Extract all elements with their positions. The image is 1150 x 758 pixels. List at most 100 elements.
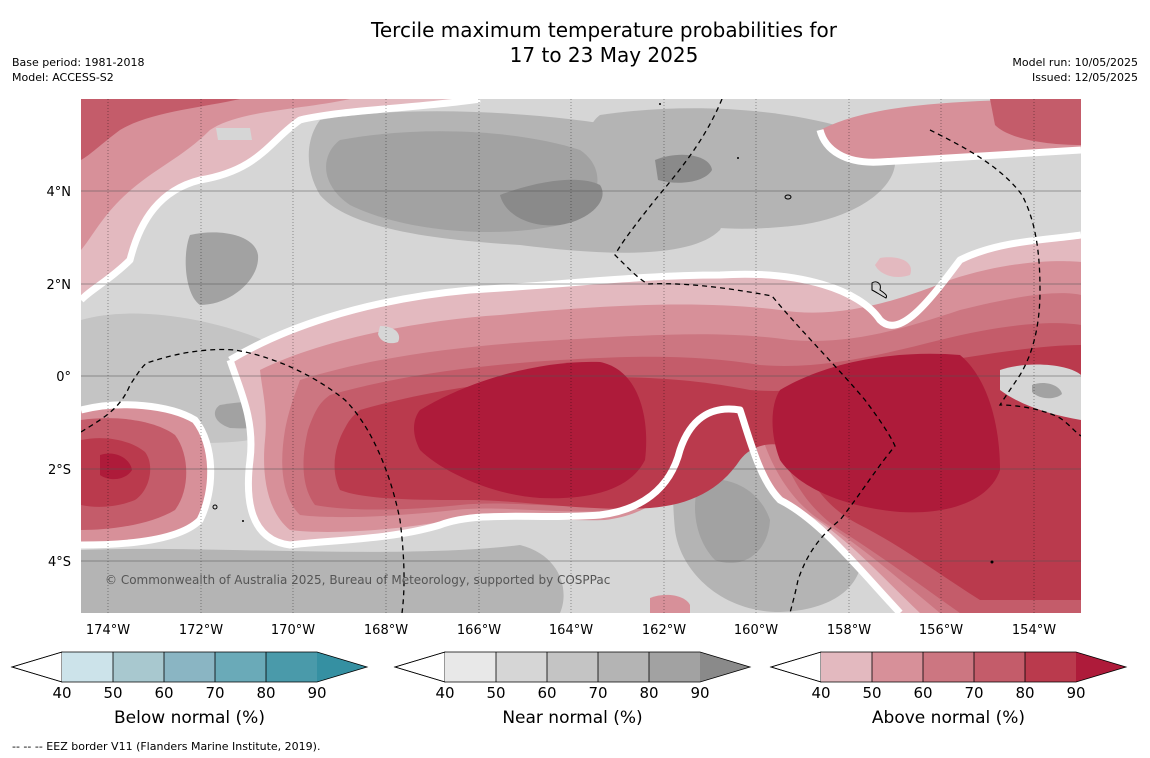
colorbar-swatch	[1025, 652, 1076, 682]
lat-label: 4°S	[48, 555, 71, 570]
base-period: Base period: 1981-2018	[12, 56, 145, 69]
map-title: Tercile maximum temperature probabilitie…	[0, 18, 1150, 68]
colorbar-swatch	[547, 652, 598, 682]
lat-label: 2°N	[47, 278, 72, 293]
lon-label: 156°W	[919, 623, 963, 638]
issued-date: Issued: 12/05/2025	[1031, 71, 1138, 84]
lat-label: 0°	[56, 370, 71, 385]
boundary-north-east	[816, 128, 1081, 166]
parallels	[81, 190, 1081, 562]
lat-label: 2°S	[48, 463, 71, 478]
colorbar-tick: 80	[639, 684, 659, 702]
above-normal-70-area-north-west	[81, 99, 240, 160]
colorbar-below-normal	[10, 651, 369, 683]
colorbar-tick: 90	[1066, 684, 1086, 702]
island-dot	[737, 157, 739, 159]
lon-label: 174°W	[86, 623, 130, 638]
lon-label: 162°W	[642, 623, 686, 638]
colorbar-near-normal	[393, 651, 752, 683]
colorbar-above-normal	[769, 651, 1128, 683]
colorbar-outline	[393, 651, 752, 683]
colorbar-label-below-normal: Below normal (%)	[114, 708, 265, 728]
colorbar-swatch	[496, 652, 547, 682]
colorbar-high-arrow	[700, 652, 750, 682]
colorbar-low-arrow	[393, 651, 446, 683]
colorbar-label-near-normal: Near normal (%)	[502, 708, 643, 728]
near-normal-70-area-east	[586, 108, 896, 229]
boundary-central-south	[226, 358, 903, 613]
near-normal-pocket	[216, 128, 252, 140]
lon-label: 160°W	[734, 623, 778, 638]
lon-label: 164°W	[549, 623, 593, 638]
near-normal-70-area-bottom	[81, 545, 564, 613]
island-dot	[242, 520, 244, 522]
tercile-boundaries	[81, 99, 1081, 613]
colorbar-outline	[769, 651, 1128, 683]
island-tabuaeran	[784, 194, 792, 200]
colorbar-swatch	[62, 652, 113, 682]
lon-label: 172°W	[179, 623, 223, 638]
model-name: Model: ACCESS-S2	[12, 71, 114, 84]
colorbar-swatch	[598, 652, 649, 682]
lon-label: 166°W	[457, 623, 501, 638]
colorbar-outline	[10, 651, 369, 683]
eez-border-east	[929, 129, 1081, 437]
above-normal-50-area-north-west	[81, 99, 350, 250]
colorbar-swatch	[872, 652, 923, 682]
island-southwest	[212, 504, 218, 510]
longitude-labels: 174°W 172°W 170°W 168°W 166°W 164°W 162°…	[86, 623, 1056, 638]
near-normal-90-area-2	[655, 154, 712, 183]
eez-footnote: -- -- -- EEZ border V11 (Flanders Marine…	[12, 740, 321, 753]
colorbar-tick: 80	[1015, 684, 1035, 702]
colorbar-dividers	[871, 652, 1026, 682]
meta-right: Model run: 10/05/2025 Issued: 12/05/2025	[1012, 55, 1138, 85]
colorbar-swatch	[649, 652, 700, 682]
eez-border-west	[81, 348, 405, 613]
boundary-south-west	[81, 401, 215, 549]
near-normal-80-area-west	[185, 232, 259, 305]
map-credit: © Commonwealth of Australia 2025, Bureau…	[105, 573, 610, 587]
lon-label: 168°W	[364, 623, 408, 638]
boundary-north-west	[81, 99, 481, 303]
near-normal-80-pocket-east	[1032, 383, 1062, 399]
colorbar-tick: 70	[205, 684, 225, 702]
colorbar-tick: 60	[537, 684, 557, 702]
above-normal-90-area-central-west	[414, 361, 647, 499]
title-line-1: Tercile maximum temperature probabilitie…	[371, 18, 837, 42]
colorbar-swatch	[164, 652, 215, 682]
eez-borders	[81, 99, 1081, 613]
meta-left: Base period: 1981-2018 Model: ACCESS-S2	[12, 55, 144, 85]
colorbar-label-above-normal: Above normal (%)	[871, 708, 1026, 728]
lon-label: 158°W	[827, 623, 871, 638]
colorbar-high-arrow	[317, 652, 367, 682]
colorbar-tick: 40	[435, 684, 455, 702]
colorbar-tick: 90	[690, 684, 710, 702]
above-normal-40-patch-east	[875, 257, 911, 277]
colorbar-swatch	[113, 652, 164, 682]
colorbar-swatch	[923, 652, 974, 682]
island-dot	[990, 560, 994, 564]
island-dot	[659, 103, 661, 105]
islands	[212, 194, 887, 510]
near-normal-pocket-2	[378, 326, 400, 344]
lon-label: 170°W	[271, 623, 315, 638]
colorbar-low-arrow	[10, 651, 63, 683]
colorbar-swatch	[266, 652, 317, 682]
latitude-labels: 4°N 2°N 0° 2°S 4°S	[47, 185, 72, 570]
colorbar-tick: 50	[103, 684, 123, 702]
title-line-2: 17 to 23 May 2025	[509, 43, 699, 67]
eez-border-central	[614, 99, 896, 613]
colorbar-tick: 50	[486, 684, 506, 702]
colorbar-low-arrow	[769, 651, 822, 683]
colorbar-swatch	[445, 652, 496, 682]
colorbar-tick: 70	[588, 684, 608, 702]
colorbar-tick: 40	[52, 684, 72, 702]
colorbar-tick: 60	[913, 684, 933, 702]
colorbar-tick: 50	[862, 684, 882, 702]
near-normal-80-area-south	[695, 479, 770, 564]
colorbar-swatch	[215, 652, 266, 682]
colorbar-dividers	[112, 652, 267, 682]
colorbar-tick: 80	[256, 684, 276, 702]
model-run: Model run: 10/05/2025	[1012, 56, 1138, 69]
